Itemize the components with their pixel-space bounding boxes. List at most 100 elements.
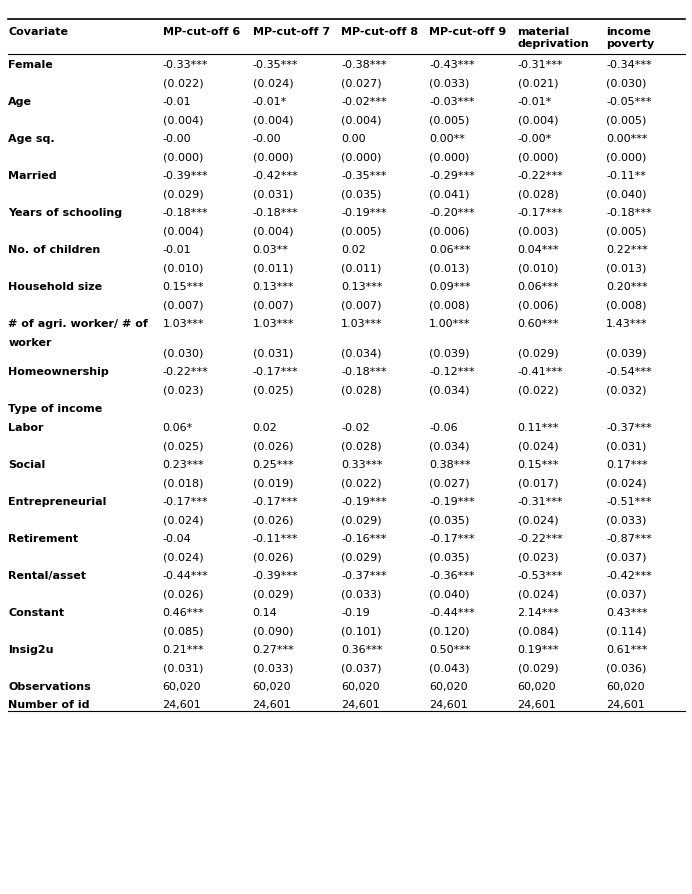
Text: 0.43***: 0.43*** [606,607,648,617]
Text: -0.18***: -0.18*** [163,207,208,218]
Text: -0.12***: -0.12*** [429,367,475,376]
Text: -0.17***: -0.17*** [518,207,563,218]
Text: -0.54***: -0.54*** [606,367,652,376]
Text: -0.39***: -0.39*** [163,171,208,181]
Text: -0.00*: -0.00* [518,134,552,144]
Text: (0.043): (0.043) [429,662,470,672]
Text: (0.021): (0.021) [518,79,558,89]
Text: -0.17***: -0.17*** [429,533,475,543]
Text: MP-cut-off 7: MP-cut-off 7 [253,27,329,37]
Text: (0.034): (0.034) [429,441,470,451]
Text: (0.114): (0.114) [606,626,647,636]
Text: -0.35***: -0.35*** [253,60,298,70]
Text: 0.27***: 0.27*** [253,644,294,654]
Text: (0.033): (0.033) [341,588,381,598]
Text: -0.31***: -0.31*** [518,496,563,506]
Text: 1.00***: 1.00*** [429,318,471,329]
Text: (0.013): (0.013) [429,263,469,274]
Text: (0.010): (0.010) [163,263,203,274]
Text: (0.032): (0.032) [606,385,647,395]
Text: 0.15***: 0.15*** [518,460,559,469]
Text: (0.022): (0.022) [341,477,382,487]
Text: (0.029): (0.029) [253,588,293,598]
Text: (0.039): (0.039) [429,348,470,358]
Text: -0.37***: -0.37*** [341,570,387,580]
Text: -0.01: -0.01 [163,97,191,107]
Text: 1.03***: 1.03*** [163,318,204,329]
Text: (0.023): (0.023) [163,385,203,395]
Text: (0.006): (0.006) [518,300,558,310]
Text: (0.040): (0.040) [429,588,470,598]
Text: Observations: Observations [8,681,91,691]
Text: (0.018): (0.018) [163,477,203,487]
Text: Covariate: Covariate [8,27,69,37]
Text: 0.17***: 0.17*** [606,460,648,469]
Text: 0.23***: 0.23*** [163,460,204,469]
Text: 0.15***: 0.15*** [163,282,204,291]
Text: 0.22***: 0.22*** [606,245,648,255]
Text: 0.13***: 0.13*** [341,282,383,291]
Text: (0.037): (0.037) [341,662,382,672]
Text: (0.026): (0.026) [253,441,293,451]
Text: Female: Female [8,60,53,70]
Text: (0.035): (0.035) [429,552,469,561]
Text: 60,020: 60,020 [253,681,291,691]
Text: (0.028): (0.028) [341,441,382,451]
Text: material
deprivation: material deprivation [518,27,590,48]
Text: 0.14: 0.14 [253,607,277,617]
Text: (0.019): (0.019) [253,477,293,487]
Text: 0.60***: 0.60*** [518,318,559,329]
Text: (0.024): (0.024) [163,552,203,561]
Text: 0.00***: 0.00*** [606,134,648,144]
Text: -0.22***: -0.22*** [518,533,563,543]
Text: -0.00: -0.00 [163,134,191,144]
Text: (0.027): (0.027) [341,79,382,89]
Text: -0.01*: -0.01* [253,97,286,107]
Text: 0.21***: 0.21*** [163,644,204,654]
Text: (0.084): (0.084) [518,626,558,636]
Text: (0.005): (0.005) [341,226,381,236]
Text: Age: Age [8,97,33,107]
Text: -0.22***: -0.22*** [163,367,208,376]
Text: (0.024): (0.024) [518,441,558,451]
Text: -0.33***: -0.33*** [163,60,208,70]
Text: (0.033): (0.033) [429,79,469,89]
Text: -0.35***: -0.35*** [341,171,387,181]
Text: 0.20***: 0.20*** [606,282,648,291]
Text: (0.025): (0.025) [163,441,203,451]
Text: -0.11***: -0.11*** [253,533,298,543]
Text: (0.029): (0.029) [163,190,203,199]
Text: (0.007): (0.007) [341,300,382,310]
Text: 0.25***: 0.25*** [253,460,294,469]
Text: -0.51***: -0.51*** [606,496,652,506]
Text: -0.17***: -0.17*** [253,367,298,376]
Text: -0.04: -0.04 [163,533,192,543]
Text: 0.06*: 0.06* [163,422,193,432]
Text: (0.011): (0.011) [253,263,293,274]
Text: (0.034): (0.034) [429,385,470,395]
Text: -0.19***: -0.19*** [341,496,387,506]
Text: (0.031): (0.031) [253,190,293,199]
Text: (0.033): (0.033) [253,662,293,672]
Text: Married: Married [8,171,57,181]
Text: 0.03**: 0.03** [253,245,289,255]
Text: (0.030): (0.030) [606,79,646,89]
Text: (0.029): (0.029) [341,552,382,561]
Text: 60,020: 60,020 [518,681,556,691]
Text: (0.024): (0.024) [253,79,293,89]
Text: (0.024): (0.024) [163,515,203,525]
Text: -0.29***: -0.29*** [429,171,475,181]
Text: MP-cut-off 9: MP-cut-off 9 [429,27,507,37]
Text: (0.005): (0.005) [606,226,646,236]
Text: No. of children: No. of children [8,245,100,255]
Text: (0.013): (0.013) [606,263,646,274]
Text: -0.11**: -0.11** [606,171,646,181]
Text: (0.026): (0.026) [163,588,203,598]
Text: (0.010): (0.010) [518,263,558,274]
Text: (0.000): (0.000) [253,152,293,163]
Text: (0.007): (0.007) [163,300,203,310]
Text: -0.06: -0.06 [429,422,457,432]
Text: (0.022): (0.022) [518,385,558,395]
Text: (0.037): (0.037) [606,588,647,598]
Text: Age sq.: Age sq. [8,134,55,144]
